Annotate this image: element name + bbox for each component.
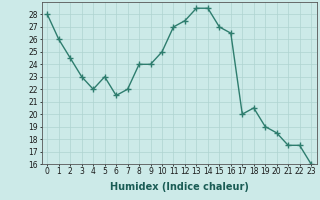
X-axis label: Humidex (Indice chaleur): Humidex (Indice chaleur)	[110, 182, 249, 192]
